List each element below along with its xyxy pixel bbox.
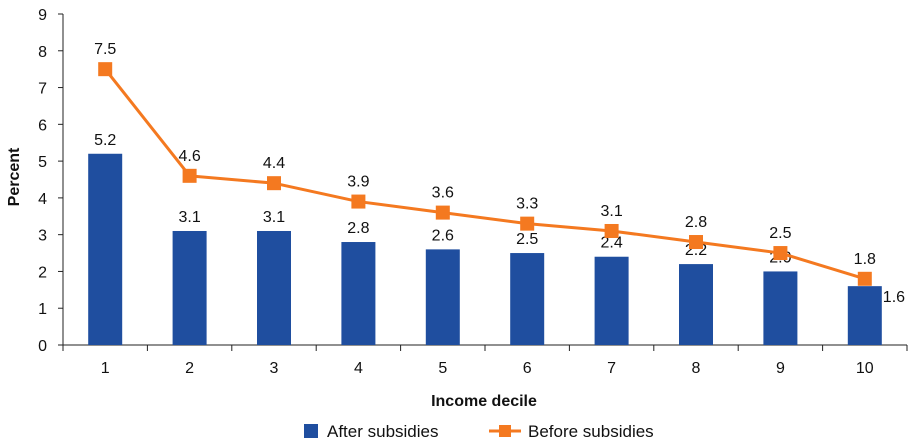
line-data-label: 4.6	[178, 148, 200, 165]
x-axis-title: Income decile	[431, 393, 537, 410]
line-data-label: 2.5	[769, 225, 791, 242]
line-point-before-subsidies	[267, 176, 281, 191]
bar-after-subsidies	[510, 253, 545, 345]
y-tick-label: 1	[38, 301, 47, 318]
line-data-label: 3.1	[600, 203, 622, 220]
x-tick-label: 1	[101, 360, 110, 377]
x-tick-label: 6	[523, 360, 532, 377]
bar-data-label: 5.2	[94, 132, 116, 149]
legend-label-before: Before subsidies	[528, 422, 654, 441]
legend-label-after: After subsidies	[327, 422, 439, 441]
bar-data-label: 3.1	[263, 209, 285, 226]
bar-after-subsidies	[594, 256, 629, 345]
x-tick-label: 10	[856, 360, 874, 377]
x-tick-label: 7	[607, 360, 616, 377]
line-data-label: 2.8	[685, 214, 707, 231]
bar-data-label: 2.6	[432, 227, 454, 244]
y-tick-label: 6	[38, 117, 47, 134]
line-data-label: 1.8	[854, 251, 876, 268]
y-tick-label: 4	[38, 191, 47, 208]
line-data-label: 3.3	[516, 196, 538, 213]
y-tick-label: 8	[38, 44, 47, 61]
x-tick-label: 2	[185, 360, 194, 377]
line-data-label: 3.9	[347, 174, 369, 191]
legend-marker-before	[499, 425, 511, 437]
y-tick-label: 2	[38, 264, 47, 281]
x-tick-label: 9	[776, 360, 785, 377]
legend: After subsidies Before subsidies	[304, 422, 654, 441]
line-data-label: 4.4	[263, 155, 285, 172]
line-data-label: 3.6	[432, 185, 454, 202]
plot-area: 0 1 2 3 4 5 6 7 8 9 1 2 3 4 5 6 7 8 9 10 5.2 3.1 3.1 2.8 2.6 2.5 2…	[38, 7, 908, 377]
line-data-label: 7.5	[94, 41, 116, 58]
x-tick-label: 4	[354, 360, 363, 377]
line-point-before-subsidies	[857, 271, 872, 286]
y-tick-label: 7	[38, 81, 47, 98]
y-tick-label: 9	[38, 7, 47, 24]
bar-data-label: 2.4	[600, 235, 622, 252]
bar-after-subsidies	[257, 230, 291, 345]
x-tick-label: 8	[692, 360, 701, 377]
bar-after-subsidies	[172, 230, 207, 345]
line-point-before-subsidies	[604, 223, 619, 238]
line-point-before-subsidies	[773, 246, 788, 261]
y-axis-title: Percent	[6, 147, 23, 206]
y-tick-label: 5	[38, 154, 47, 171]
line-point-before-subsidies	[520, 216, 535, 231]
bar-data-label: 2.5	[516, 231, 538, 248]
line-point-before-subsidies	[689, 235, 703, 250]
line-before-subsidies	[104, 68, 866, 281]
bar-after-subsidies	[679, 264, 713, 345]
line-point-before-subsidies	[435, 205, 450, 220]
bar-data-label: 3.1	[178, 209, 200, 226]
bar-after-subsidies	[341, 242, 376, 345]
bar-after-subsidies	[847, 286, 882, 345]
line-point-before-subsidies	[98, 62, 113, 77]
bar-data-label: 1.6	[883, 289, 905, 306]
line-point-before-subsidies	[351, 194, 366, 209]
bar-after-subsidies	[763, 271, 798, 345]
bar-after-subsidies	[88, 153, 123, 345]
legend-swatch-after	[304, 424, 318, 438]
x-tick-label: 3	[270, 360, 279, 377]
line-point-before-subsidies	[182, 168, 197, 183]
x-tick-label: 5	[438, 360, 447, 377]
y-tick-label: 3	[38, 228, 47, 245]
bar-data-label: 2.8	[347, 220, 369, 237]
bar-after-subsidies	[425, 249, 460, 345]
y-tick-label: 0	[38, 338, 47, 355]
